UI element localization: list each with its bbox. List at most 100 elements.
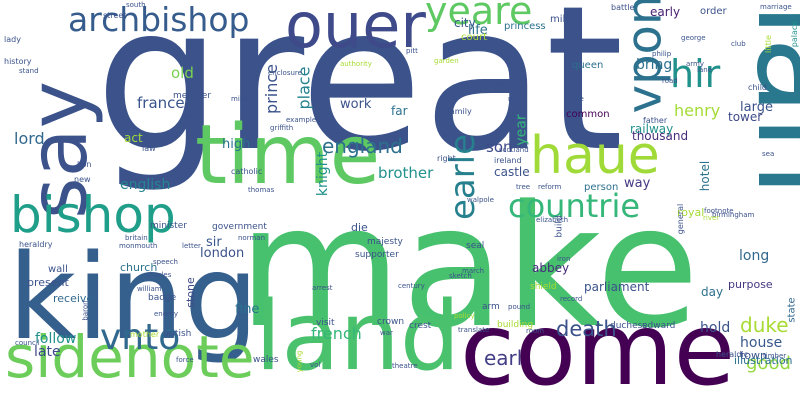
word-ouer: ouer [285,0,426,62]
word-france: france [137,94,185,112]
word-english: english [120,177,171,193]
word-make: make [238,169,700,365]
word-edward: edward [642,321,676,331]
word-duke: duke [740,313,789,337]
word-life: life [468,23,488,38]
word-lion: lion [77,160,92,169]
word-britain: britain [125,234,148,242]
word-vnto: vnto [100,317,181,358]
word-bishop: bishop [10,186,176,244]
word-example: example [286,116,317,124]
word-queen: queen [572,60,604,71]
word-day: day [701,285,724,299]
word-great: great [95,0,624,196]
word-letter: letter [182,242,201,250]
word-griffith: griffith [270,124,294,132]
word-pound: pound [508,303,531,311]
word-record: record [560,295,583,303]
word-fine: fine [235,302,260,317]
word-pitt: pitt [406,47,418,55]
word-time: time [195,108,381,203]
word-miner: miner [231,95,252,103]
word-vol: vol [310,361,321,369]
word-henry: henry [674,101,721,120]
word-countrie: countrie [508,187,641,225]
word-war: war [380,329,393,337]
word-royal: royal [677,206,705,219]
word-road: road [662,77,678,85]
word-act: act [124,131,143,145]
word-abbey: abbey [532,261,570,275]
word-stand: stand [19,67,39,75]
word-heraldry: heraldry [19,240,53,249]
word-sir: sir [206,235,222,250]
word-sketch: sketch [449,272,472,280]
word-lord: lord [14,129,45,148]
word-date: date [568,95,584,103]
word-oak: oak [182,112,195,120]
word-late: late [34,344,61,360]
word-law: law [142,144,156,153]
word-arrest: arrest [312,284,333,292]
word-march: march [462,267,485,275]
word-thousand: thousand [632,129,689,143]
word-majesty: majesty [367,237,403,247]
word-george: george [681,34,706,42]
word-father: father [643,116,668,125]
word-earl: earl [484,346,523,370]
word-follow: follow [35,331,77,347]
word-club: club [731,40,746,48]
word-history: history [4,57,32,66]
word-die: die [351,221,368,234]
word-government: government [212,222,267,232]
word-family: family [447,107,472,116]
word-town: town [740,349,768,362]
word-person: person [584,182,619,193]
word-england: england [322,134,403,158]
word-sonne: sonne [789,167,800,265]
word-illustration: illustration [734,354,793,367]
word-way: way [624,176,651,191]
word-translate: translate [458,326,490,334]
word-little: little [763,35,773,53]
word-haue: haue [530,126,660,186]
word-court: court [461,32,487,43]
word-receive: receive [53,292,94,305]
word-south: south [126,1,146,9]
word-room: room [526,327,545,335]
word-enclosure: enclosure [268,69,302,77]
word-young: young [295,350,304,373]
word-acre: acre [240,105,256,113]
word-lane: lane [697,66,712,74]
word-hold: hold [700,320,731,336]
word-member: member [173,91,212,101]
word-norman: norman [238,234,266,242]
word-house: house [740,335,783,351]
word-early: early [650,5,681,19]
word-earle: earle [443,133,484,221]
word-seal: seal [466,241,485,251]
word-heraldic: heraldic [716,350,749,359]
word-land: land [255,282,461,392]
word-wall: wall [48,264,68,275]
word-scotland: scotland [499,146,529,154]
word-bring: bring [636,57,673,73]
word-princess: princess [504,21,546,32]
word-tree: tree [516,183,531,191]
word-army: army [686,60,705,68]
word-shield: shield [530,282,557,292]
word-ireland: ireland [494,156,522,165]
word-far: far [391,104,408,118]
word-order: order [700,6,727,17]
word-william: william [137,285,162,293]
word-philip: philip [652,50,672,58]
word-purpose: purpose [728,278,773,291]
word-baron: baron [81,300,90,321]
word-authority: authority [340,60,372,68]
word-charles: charles [146,271,172,279]
word-speech: speech [153,258,178,266]
word-child: child [748,83,767,92]
word-crown: crown [377,317,405,327]
word-elizabeth: elizabeth [536,216,569,224]
word-old: old [171,64,194,82]
